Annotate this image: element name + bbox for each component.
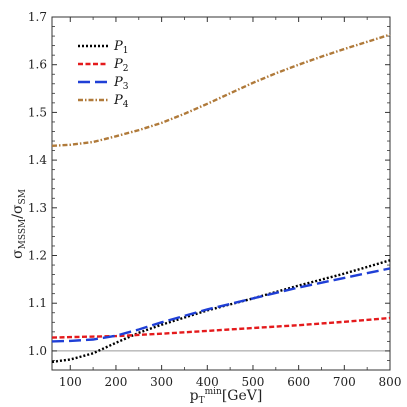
x-tick-label: 700 [333, 375, 356, 389]
y-tick-label: 1.2 [28, 249, 47, 263]
plot-frame [51, 16, 391, 371]
series-line-p4 [51, 33, 391, 147]
y-tick-label: 1.6 [28, 58, 47, 72]
y-tick-label: 1.1 [28, 296, 47, 310]
y-tick-label: 1.3 [28, 201, 47, 215]
y-axis-label: σMSSM/σSM [10, 189, 28, 259]
x-tick-label: 300 [150, 375, 173, 389]
x-tick-label: 500 [242, 375, 265, 389]
x-axis-label: pTmin[GeV] [190, 387, 263, 406]
legend-label-p3: P3 [113, 75, 129, 92]
y-tick-label: 1.4 [28, 153, 47, 167]
series-line-p3 [51, 267, 391, 343]
x-tick-label: 800 [379, 375, 402, 389]
y-tick-label: 1.0 [28, 344, 47, 358]
x-tick-label: 600 [287, 375, 310, 389]
x-tick-label: 100 [59, 375, 82, 389]
series-line-p1 [51, 259, 391, 364]
legend-label-p1: P1 [113, 39, 128, 56]
legend-label-p2: P2 [113, 57, 128, 74]
y-tick-label: 1.7 [28, 10, 47, 24]
x-tick-label: 400 [196, 375, 219, 389]
axis-ticks: 100 200 300 400 500 600 700 800 1.0 1.1 1.2 1.3 1.4 1… [28, 10, 402, 389]
y-tick-label: 1.5 [28, 105, 47, 119]
legend-label-p4: P4 [113, 93, 129, 110]
x-tick-label: 200 [104, 375, 127, 389]
series-line-p2 [51, 316, 391, 339]
series-group [51, 33, 391, 364]
